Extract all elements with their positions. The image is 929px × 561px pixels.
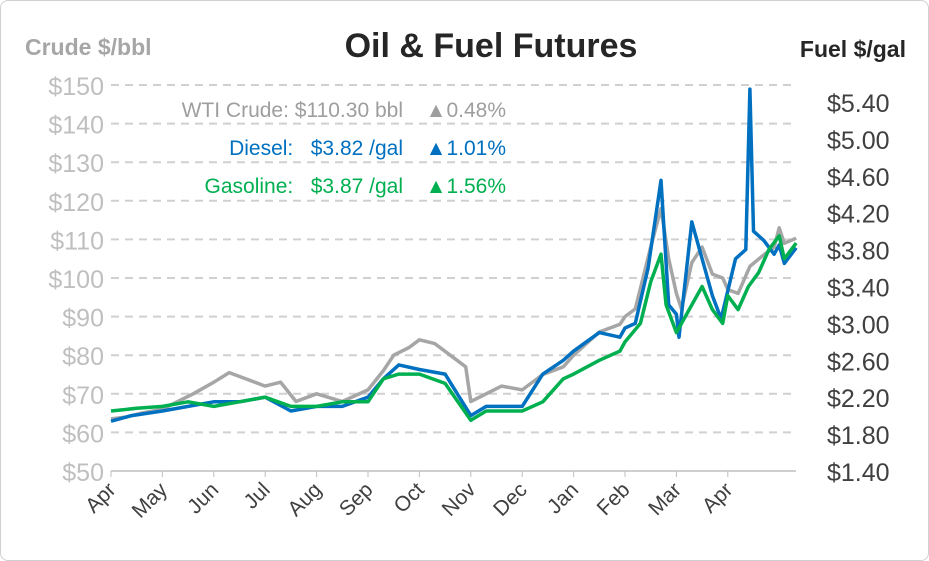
right-tick-label: $2.20 (827, 385, 890, 413)
left-tick-label: $80 (62, 343, 104, 371)
legend-label: Diesel: $3.82 /gal (229, 137, 403, 160)
series-line-gasoline (110, 234, 798, 423)
right-tick-label: $4.60 (827, 164, 890, 192)
legend-label: WTI Crude: $110.30 bbl (182, 99, 403, 122)
right-tick-label: $4.20 (827, 201, 890, 229)
chart-title: Oil & Fuel Futures (345, 27, 638, 65)
right-tick-label: $3.00 (827, 311, 890, 339)
right-tick-label: $1.80 (827, 422, 890, 450)
x-tick-label: Apr (698, 478, 737, 517)
right-axis-label: Fuel $/gal (800, 36, 906, 62)
series-line-diesel (110, 87, 798, 423)
left-tick-label: $70 (62, 382, 104, 410)
left-tick-label: $140 (48, 112, 104, 140)
left-tick-label: $150 (48, 73, 104, 101)
x-tick-label: Jun (183, 478, 223, 518)
x-tick-label: May (128, 478, 173, 523)
right-tick-label: $1.40 (827, 459, 890, 487)
left-tick-label: $50 (62, 459, 104, 487)
series-line-wti-crude (110, 206, 797, 421)
right-tick-label: $5.40 (827, 90, 890, 118)
x-tick-label: Mar (644, 478, 686, 520)
legend-change: ▲0.48% (426, 99, 506, 122)
right-tick-label: $3.40 (827, 275, 890, 303)
x-tick-label: Oct (390, 478, 429, 517)
x-tick-label: Aug (283, 478, 326, 521)
left-tick-label: $110 (50, 227, 104, 255)
right-tick-label: $3.80 (827, 238, 890, 266)
right-tick-label: $2.60 (827, 348, 890, 376)
left-tick-label: $60 (62, 420, 104, 448)
right-tick-label: $5.00 (827, 127, 890, 155)
legend-label: Gasoline: $3.87 /gal (205, 175, 403, 198)
left-tick-label: $130 (48, 150, 104, 178)
left-tick-label: $120 (48, 189, 104, 217)
legend: WTI Crude: $110.30 bbl ▲0.48% Diesel: $3.8… (182, 99, 506, 198)
x-tick-label: Dec (489, 478, 532, 521)
left-axis-label: Crude $/bbl (25, 34, 152, 60)
legend-change: ▲1.56% (426, 175, 506, 198)
left-tick-label: $100 (48, 266, 104, 294)
x-tick-label: Jan (543, 478, 583, 518)
x-tick-label: Jul (239, 478, 274, 513)
x-tick-label: Nov (438, 478, 481, 521)
x-tick-label: Sep (335, 478, 378, 521)
left-tick-label: $90 (62, 305, 104, 333)
x-tick-label: Feb (593, 478, 635, 520)
legend-change: ▲1.01% (426, 137, 506, 160)
